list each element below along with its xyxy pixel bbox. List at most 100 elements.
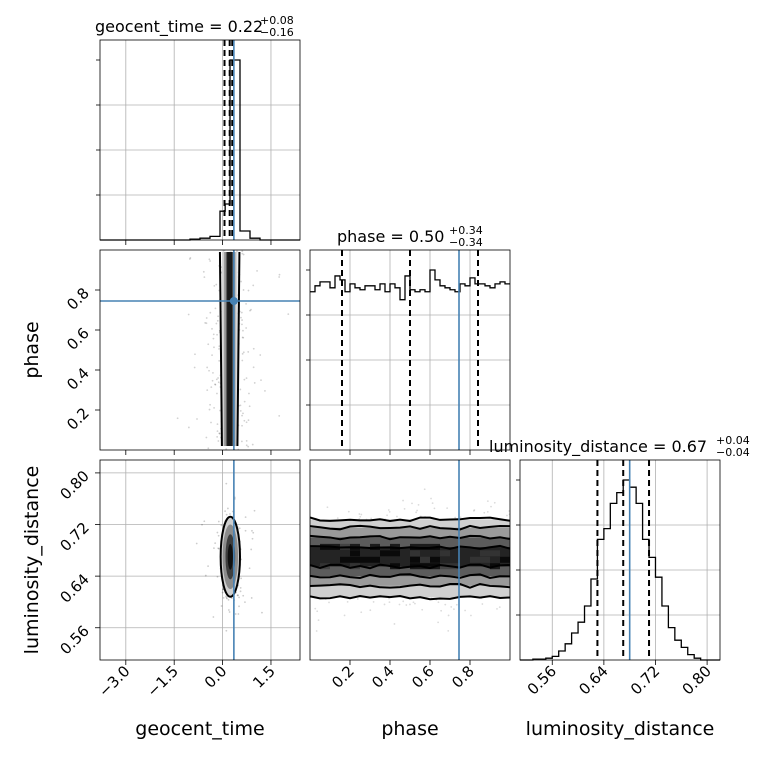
sample-point — [195, 542, 198, 545]
x-tick-label: 1.5 — [249, 662, 279, 692]
sample-point — [252, 347, 255, 350]
sample-point — [206, 389, 209, 392]
contour-line — [310, 516, 510, 523]
sample-point — [224, 510, 226, 512]
density-cell — [440, 550, 450, 557]
sample-point — [360, 513, 363, 516]
sample-point — [216, 392, 218, 395]
sample-point — [208, 369, 210, 372]
panel-luminosity-distance-vs-phase — [309, 459, 511, 661]
xlabel-luminosity-distance: luminosity_distance — [526, 718, 715, 740]
x-tick-label: 0.0 — [201, 662, 231, 692]
sample-point — [250, 548, 253, 551]
sample-point — [437, 601, 440, 604]
sample-point — [242, 253, 245, 256]
sample-point — [217, 534, 220, 537]
contour-line — [310, 524, 510, 531]
sample-point — [211, 354, 213, 357]
sample-point — [217, 547, 220, 550]
sample-point — [217, 440, 220, 442]
y-tick-label: 0.56 — [56, 622, 92, 658]
y-tick-label: 0.2 — [63, 404, 93, 434]
sample-point — [370, 517, 373, 520]
sample-point — [243, 400, 246, 403]
sample-point — [402, 499, 404, 502]
sample-point — [225, 448, 228, 450]
sample-point — [208, 258, 211, 261]
sample-point — [247, 351, 250, 353]
y-tick-label: 0.4 — [63, 364, 93, 394]
sample-point — [245, 302, 247, 305]
sample-point — [242, 351, 245, 354]
sample-point — [247, 289, 250, 292]
sample-point — [249, 309, 251, 312]
sample-point — [218, 348, 220, 350]
sample-point — [220, 605, 223, 607]
sample-point — [239, 388, 242, 391]
histogram-step — [310, 269, 510, 301]
y-tick-label: 0.72 — [56, 519, 92, 555]
y-tick-label: 0.80 — [56, 467, 92, 503]
panel-frame — [519, 459, 721, 661]
sample-point — [236, 594, 239, 597]
sample-point — [358, 517, 361, 520]
sample-point — [483, 511, 486, 514]
sample-point — [212, 337, 215, 340]
sample-point — [212, 333, 215, 336]
sample-point — [253, 382, 256, 384]
sample-point — [287, 313, 290, 316]
sample-point — [250, 308, 252, 311]
sample-point — [464, 609, 466, 612]
title-luminosity-distance-minus: −0.04 — [716, 446, 750, 459]
sample-point — [216, 319, 219, 322]
sample-point — [260, 379, 262, 382]
sample-point — [498, 606, 501, 609]
sample-point — [215, 378, 218, 381]
sample-point — [250, 597, 253, 599]
sample-point — [486, 510, 489, 513]
sample-point — [241, 352, 244, 355]
sample-point — [328, 601, 330, 604]
sample-point — [229, 513, 231, 515]
sample-point — [226, 597, 228, 600]
sample-point — [450, 606, 453, 608]
sample-point — [209, 260, 211, 262]
density-cell — [380, 550, 390, 557]
sample-point — [398, 603, 401, 606]
panel-geocent-time-hist — [99, 39, 301, 241]
sample-point — [248, 567, 251, 570]
sample-point — [201, 523, 203, 526]
sample-point — [208, 408, 211, 411]
sample-point — [207, 447, 210, 450]
sample-point — [239, 410, 242, 412]
sample-point — [252, 531, 255, 534]
density-cell — [490, 550, 500, 557]
ylabel-phase: phase — [21, 321, 43, 378]
sample-point — [211, 379, 214, 382]
y-tick-label: 0.64 — [56, 570, 92, 606]
sample-point — [212, 616, 215, 618]
sample-point — [396, 515, 398, 518]
panel-frame — [99, 249, 301, 451]
sample-point — [227, 609, 230, 611]
sample-point — [238, 527, 241, 530]
truth-marker — [229, 297, 238, 305]
sample-point — [205, 317, 208, 319]
sample-point — [317, 619, 320, 622]
sample-point — [244, 601, 246, 604]
sample-point — [454, 516, 457, 519]
sample-point — [490, 505, 492, 508]
sample-point — [486, 500, 489, 503]
sample-point — [230, 597, 233, 599]
sample-point — [225, 595, 227, 598]
sample-point — [188, 258, 191, 260]
sample-point — [440, 609, 443, 612]
sample-point — [216, 430, 219, 433]
sample-point — [388, 510, 391, 513]
sample-point — [414, 602, 416, 605]
sample-point — [369, 609, 372, 612]
x-tick-label: 0.80 — [679, 662, 715, 698]
sample-point — [218, 359, 221, 362]
sample-point — [278, 414, 281, 417]
panel-frame — [99, 39, 301, 241]
